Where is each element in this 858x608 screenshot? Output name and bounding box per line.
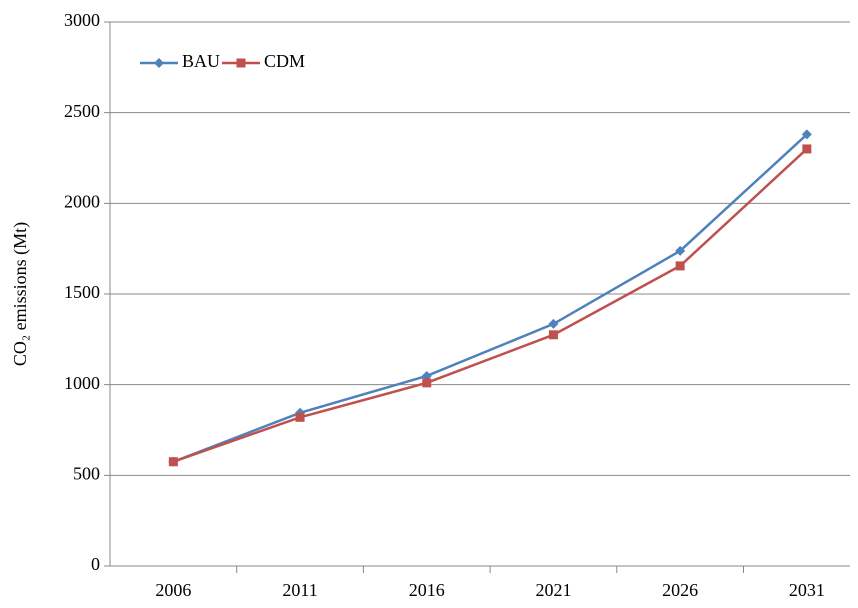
line — [172, 148, 808, 463]
marker — [675, 261, 685, 271]
marker — [154, 58, 164, 68]
x-tick-label: 2031 — [789, 580, 825, 600]
marker — [675, 245, 686, 256]
y-tick-label: 2000 — [64, 191, 100, 211]
legend-label: CDM — [264, 51, 305, 71]
x-tick-label: 2021 — [535, 580, 571, 600]
marker — [295, 412, 305, 422]
y-tick-label: 0 — [91, 554, 100, 574]
marker — [422, 378, 432, 388]
legend-label: BAU — [182, 51, 220, 71]
y-tick-label: 3000 — [64, 10, 100, 30]
marker — [548, 318, 559, 329]
line — [172, 133, 808, 463]
marker — [801, 129, 812, 140]
y-tick-label: 2500 — [64, 101, 100, 121]
marker — [548, 330, 558, 340]
marker — [802, 144, 812, 154]
marker — [168, 457, 178, 467]
y-tick-label: 1000 — [64, 373, 100, 393]
x-tick-label: 2006 — [155, 580, 191, 600]
x-tick-label: 2011 — [282, 580, 317, 600]
x-tick-label: 2026 — [662, 580, 698, 600]
y-axis-label: CO₂ emissions (Mt) — [10, 222, 31, 366]
x-tick-label: 2016 — [409, 580, 445, 600]
y-tick-label: 1500 — [64, 282, 100, 302]
y-tick-label: 500 — [73, 463, 100, 483]
marker — [236, 58, 246, 68]
